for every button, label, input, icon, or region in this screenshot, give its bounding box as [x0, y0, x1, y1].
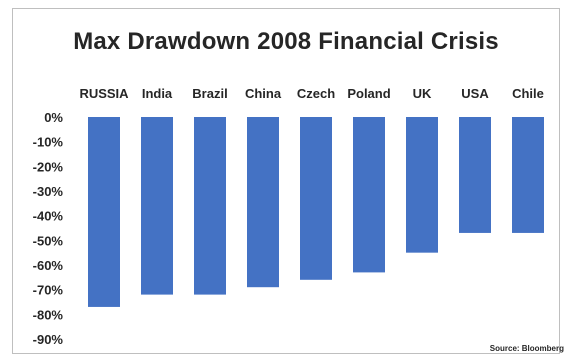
category-label: UK [413, 86, 432, 101]
source-note: Source: Bloomberg [489, 344, 564, 353]
y-tick-label: -20% [33, 159, 64, 174]
category-label: China [245, 86, 282, 101]
category-label: India [142, 86, 173, 101]
bar-india [141, 117, 173, 295]
category-label: Chile [512, 86, 544, 101]
y-tick-label: -30% [33, 184, 64, 199]
y-tick-label: -80% [33, 307, 64, 322]
bar-china [247, 117, 279, 288]
y-tick-label: -10% [33, 135, 64, 150]
y-axis-ticks: 0% -10% -20% -30% -40% -50% -60% -70% -80% -90% [33, 110, 64, 347]
y-tick-label: 0% [44, 110, 63, 125]
category-label: USA [461, 86, 489, 101]
y-tick-label: -90% [33, 332, 64, 347]
y-tick-label: -50% [33, 233, 64, 248]
bar-chile [512, 117, 544, 233]
bar-brazil [194, 117, 226, 295]
y-tick-label: -70% [33, 283, 64, 298]
chart-title: Max Drawdown 2008 Financial Crisis [73, 28, 499, 55]
y-tick-label: -40% [33, 209, 64, 224]
bars-group [88, 117, 544, 307]
bar-russia [88, 117, 120, 307]
category-label: Brazil [192, 86, 227, 101]
bar-uk [406, 117, 438, 253]
category-label: RUSSIA [79, 86, 129, 101]
bar-usa [459, 117, 491, 233]
category-label: Czech [297, 86, 335, 101]
bar-czech [300, 117, 332, 280]
y-tick-label: -60% [33, 258, 64, 273]
category-label: Poland [347, 86, 390, 101]
bar-poland [353, 117, 385, 273]
category-labels: RUSSIA India Brazil China Czech Poland UK USA Ch… [79, 86, 543, 101]
